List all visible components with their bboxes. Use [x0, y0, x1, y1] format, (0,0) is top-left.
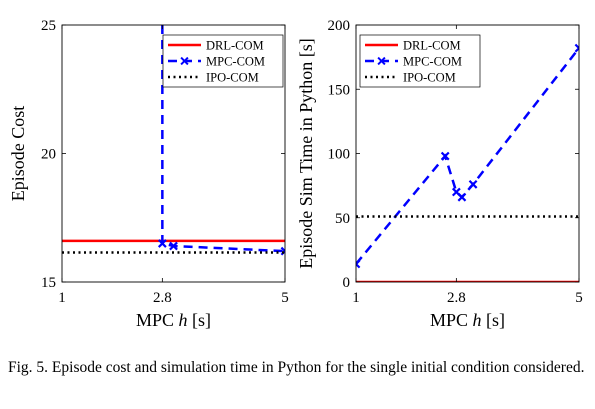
y-tick-label: 50 — [335, 211, 350, 227]
y-axis-label: Episode Cost — [8, 106, 28, 202]
x-tick-label: 1 — [58, 290, 66, 306]
legend-label: DRL-COM — [403, 39, 461, 53]
x-axis-label: MPC h [s] — [430, 310, 505, 330]
legend-label: IPO-COM — [403, 71, 456, 85]
series-mpc-com-line — [161, 25, 285, 253]
legend: DRL-COM MPC-COM IPO-COM — [162, 34, 284, 88]
legend-label: MPC-COM — [206, 55, 265, 69]
x-tick-label: 1 — [352, 290, 360, 306]
plot-area — [356, 43, 579, 282]
y-tick-label: 20 — [41, 147, 56, 163]
figure-caption: Fig. 5. Episode cost and simulation time… — [8, 359, 585, 376]
x-tick-label: 2.8 — [447, 290, 466, 306]
series-mpc-com-point — [169, 241, 178, 251]
y-tick-label: 150 — [328, 82, 351, 98]
y-tick-label: 25 — [41, 18, 56, 34]
plot-area — [62, 25, 285, 256]
series-mpc-com-point — [457, 192, 467, 202]
series-mpc-com-point — [157, 239, 167, 248]
y-axis-label: Episode Sim Time in Python [s] — [296, 38, 316, 269]
x-tick-label: 2.8 — [153, 290, 172, 306]
y-tick-label: 100 — [328, 147, 351, 163]
x-tick-label: 5 — [575, 290, 583, 306]
series-mpc-com-point — [574, 43, 579, 53]
x-tick-label: 5 — [281, 290, 289, 306]
legend-label: IPO-COM — [206, 71, 259, 85]
x-axis-label: MPC h [s] — [136, 310, 211, 330]
series-mpc-com-point — [356, 259, 361, 269]
episode-cost-chart: 1 2.8 5 15 20 25 MPC h [s] Episode Cost DRL-COM M… — [8, 18, 289, 330]
y-tick-label: 200 — [328, 18, 351, 34]
series-mpc-com-point — [440, 151, 450, 161]
series-mpc-com-point — [468, 179, 478, 189]
y-tick-label: 0 — [343, 275, 351, 291]
y-tick-label: 15 — [41, 275, 56, 291]
legend: DRL-COM MPC-COM IPO-COM — [359, 34, 481, 88]
legend-label: DRL-COM — [206, 39, 264, 53]
legend-label: MPC-COM — [403, 55, 462, 69]
